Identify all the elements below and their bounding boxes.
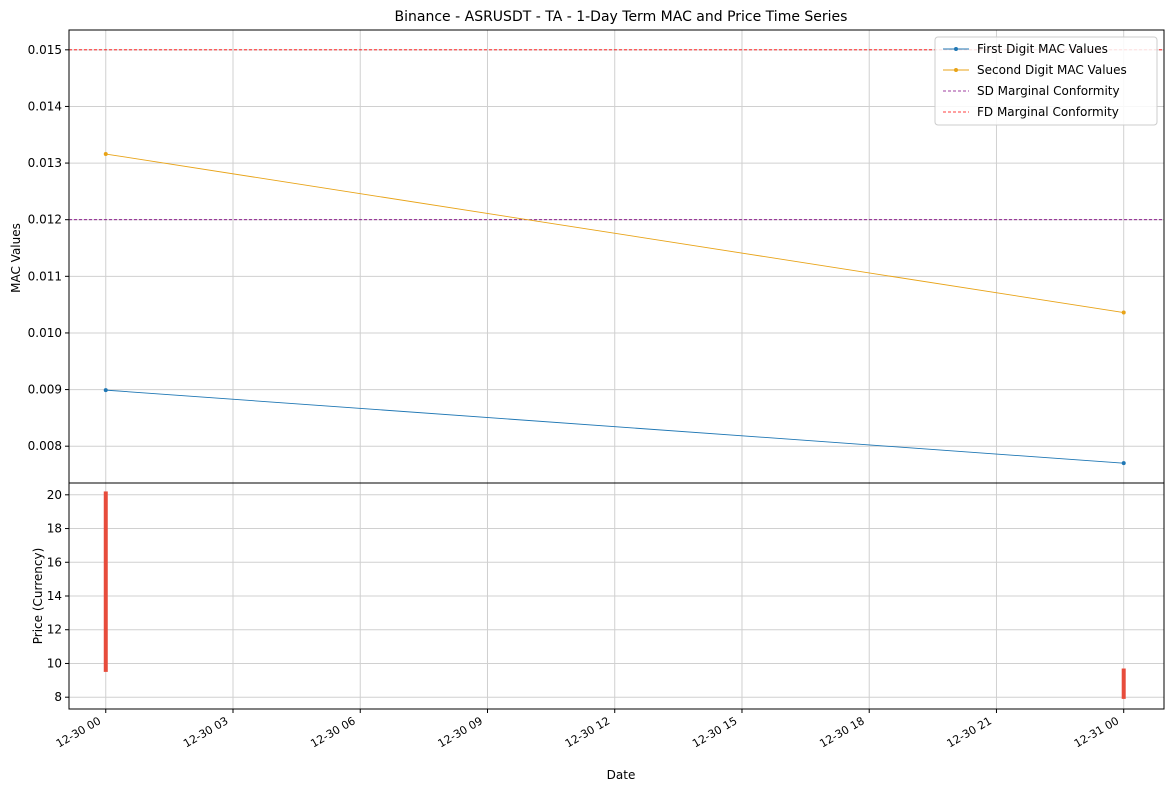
price-grid	[69, 483, 1164, 709]
mac-y-tick-label: 0.012	[28, 213, 62, 227]
chart-title: Binance - ASRUSDT - TA - 1-Day Term MAC …	[395, 9, 848, 25]
price-y-tick-label: 12	[47, 623, 62, 637]
x-tick-label: 12-30 12	[563, 714, 612, 750]
series-line	[105, 153, 1124, 314]
x-tick-label: 12-30 03	[181, 714, 230, 750]
x-tick-label: 12-30 15	[690, 714, 739, 750]
mac-y-tick-label: 0.011	[28, 269, 62, 283]
x-tick-label: 12-30 06	[308, 714, 357, 750]
series-point	[1121, 310, 1126, 315]
x-tick-label: 12-30 21	[945, 714, 994, 750]
x-axis-label: Date	[607, 768, 636, 782]
legend-box	[934, 36, 1158, 126]
x-tick-label: 12-30 18	[817, 714, 866, 750]
x-ticks: 12-30 00 12-30 03 12-30 06 12-30 09 12-30 12…	[54, 709, 1125, 750]
price-bars-group	[103, 491, 1126, 699]
series-point	[103, 388, 108, 393]
price-y-tick-label: 8	[54, 690, 62, 704]
x-tick-label: 12-30 09	[436, 714, 485, 750]
price-y-axis-label: Price (Currency)	[31, 548, 45, 645]
legend-label: Second Digit MAC Values	[977, 63, 1127, 77]
legend: First Digit MAC Values Second Digit MAC V…	[934, 36, 1158, 126]
price-bar	[103, 491, 108, 672]
legend-label: FD Marginal Conformity	[977, 105, 1119, 119]
price-y-ticks: 8 10 12 14 16 18 20	[47, 488, 69, 704]
mac-y-tick-label: 0.013	[28, 156, 62, 170]
mac-y-tick-label: 0.014	[28, 99, 62, 113]
price-y-tick-label: 10	[47, 656, 62, 670]
series-point	[1121, 461, 1126, 466]
mac-y-tick-label: 0.008	[28, 439, 62, 453]
legend-marker	[954, 68, 958, 72]
x-tick-label: 12-30 00	[54, 714, 103, 750]
legend-marker	[954, 47, 958, 51]
price-bar	[1121, 668, 1126, 699]
legend-label: First Digit MAC Values	[977, 42, 1108, 56]
x-tick-label: 12-31 00	[1072, 714, 1121, 750]
price-panel-frame	[68, 482, 1165, 710]
legend-label: SD Marginal Conformity	[977, 84, 1120, 98]
mac-y-axis-label: MAC Values	[9, 223, 23, 293]
mac-y-tick-label: 0.010	[28, 326, 62, 340]
mac-y-ticks: 0.008 0.009 0.010 0.011 0.012 0.013 0.014 0.015	[28, 43, 69, 453]
mac-y-tick-label: 0.015	[28, 43, 62, 57]
series-point	[103, 152, 108, 157]
mac-y-tick-label: 0.009	[28, 383, 62, 397]
price-y-tick-label: 20	[47, 488, 62, 502]
mac-series-group	[103, 152, 1126, 466]
price-y-tick-label: 14	[47, 589, 62, 603]
series-line	[105, 389, 1124, 464]
price-y-tick-label: 16	[47, 555, 62, 569]
price-y-tick-label: 18	[47, 522, 62, 536]
